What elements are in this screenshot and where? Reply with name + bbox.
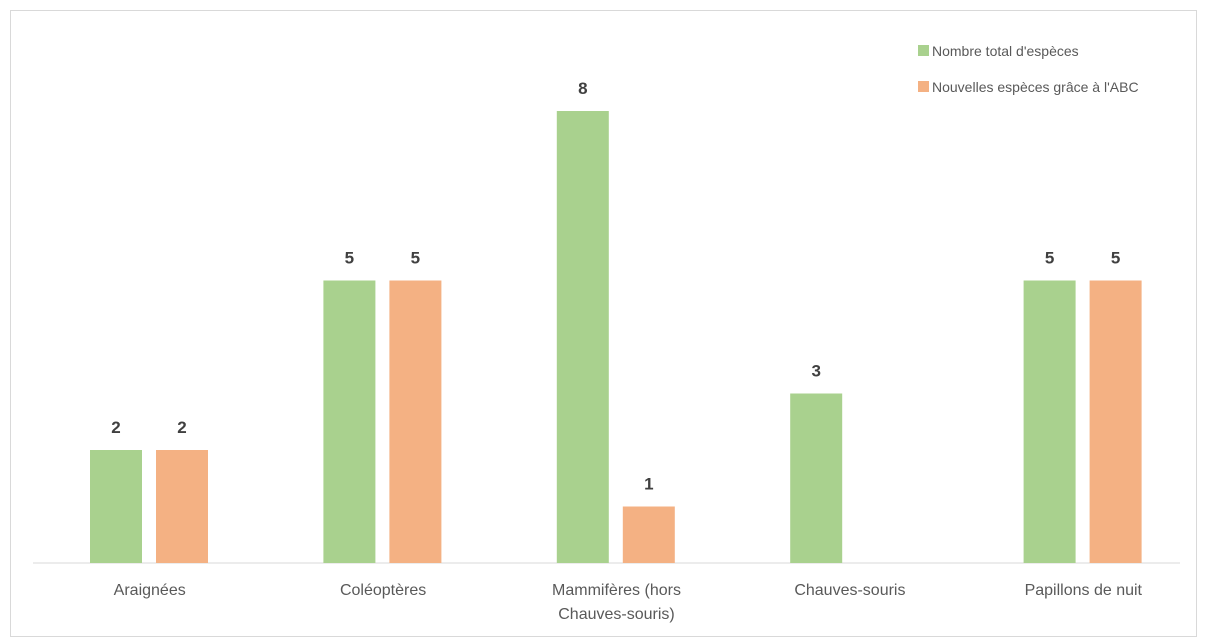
category-label-4: Chauves-souris [794,582,905,599]
data-label-series1-cat3: 8 [578,79,587,98]
data-label-series2-cat3: 1 [644,475,653,494]
data-label-series1-cat2: 5 [345,249,354,268]
data-label-series2-cat5: 5 [1111,249,1120,268]
legend-swatch-1 [918,45,929,56]
bar-series1-cat1 [90,450,142,563]
bar-series2-cat5 [1089,280,1142,563]
bar-series1-cat5 [1023,280,1076,563]
data-label-series2-cat2: 5 [411,249,420,268]
data-label-series1-cat5: 5 [1045,249,1054,268]
bar-series1-cat4 [790,393,843,563]
category-label-1: Araignées [114,582,186,599]
category-label-3-line1: Mammifères (hors [552,582,681,599]
category-label-3-line2: Chauves-souris) [558,606,674,623]
bar-series2-cat3 [622,506,675,563]
data-label-series1-cat4: 3 [811,362,820,381]
legend-label-2: Nouvelles espèces grâce à l'ABC [932,79,1139,95]
bar-series2-cat1 [156,450,208,563]
bar-series2-cat2 [389,280,442,563]
data-labels-layer: 2 2 5 5 8 1 3 5 5 [111,79,1120,494]
legend: Nombre total d'espèces Nouvelles espèces … [918,43,1139,95]
bars-layer [90,111,1142,563]
category-labels-layer: Araignées Coléoptères Mammifères (hors Chau… [114,582,1143,623]
category-label-2: Coléoptères [340,582,426,599]
legend-label-1: Nombre total d'espèces [932,43,1079,59]
category-label-5: Papillons de nuit [1025,582,1143,599]
data-label-series2-cat1: 2 [177,418,186,437]
legend-swatch-2 [918,81,929,92]
bar-series1-cat2 [323,280,376,563]
bar-series1-cat3 [556,111,609,563]
data-label-series1-cat1: 2 [111,418,120,437]
